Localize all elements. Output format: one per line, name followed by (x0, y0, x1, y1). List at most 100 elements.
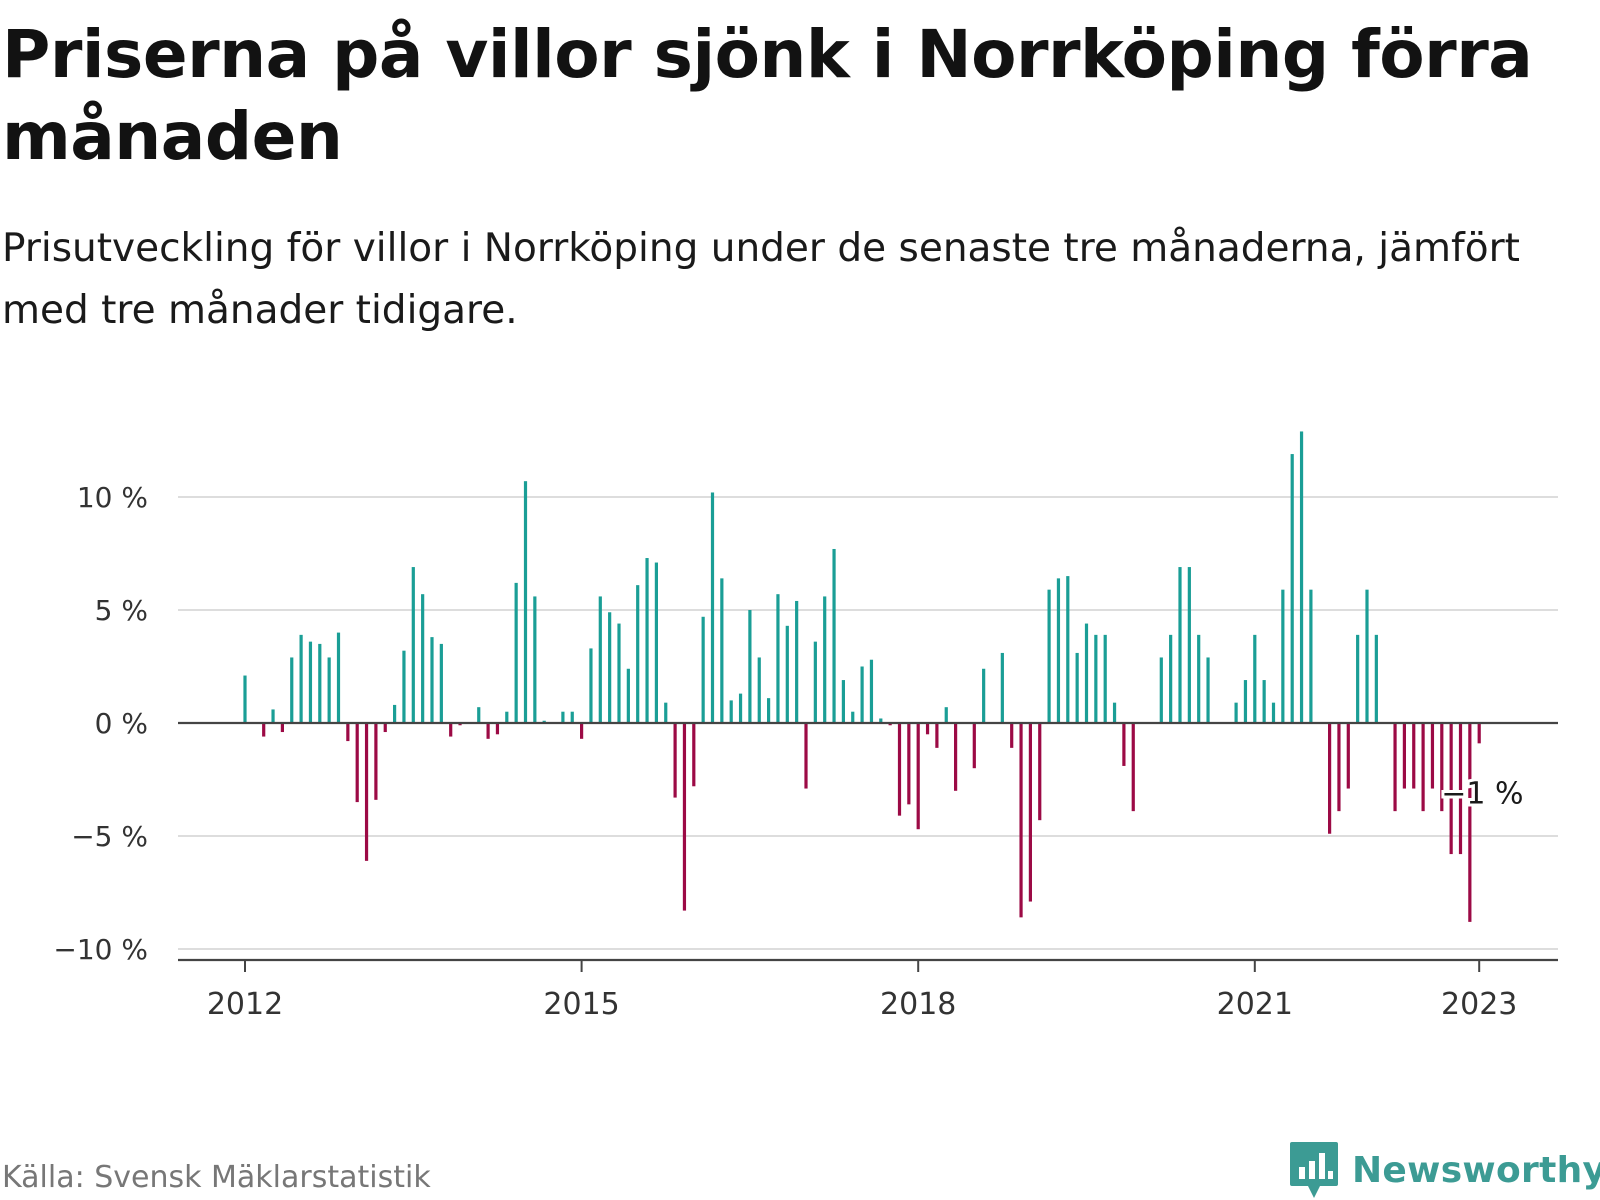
bar (776, 594, 780, 723)
bar (1047, 589, 1051, 723)
x-tick-label: 2021 (1217, 987, 1293, 1022)
annotation: −1 % (1438, 773, 1526, 814)
bar (1112, 702, 1117, 723)
bar (841, 680, 845, 723)
bar (860, 666, 864, 723)
brand-logo[interactable]: Newsworthy (1288, 1140, 1600, 1200)
bar (682, 723, 687, 911)
chart-title: Priserna på villor sjönk i Norrköping fö… (2, 16, 1533, 175)
bar (1337, 723, 1341, 812)
bar (869, 659, 874, 723)
bar (271, 709, 275, 723)
bar (1271, 702, 1276, 723)
bar (944, 707, 948, 723)
bar (935, 723, 939, 748)
brand-name: Newsworthy (1352, 1149, 1600, 1191)
bar (383, 723, 387, 733)
bar (1084, 623, 1089, 723)
bar (355, 723, 359, 803)
bar (1477, 723, 1481, 744)
bar (1440, 723, 1444, 812)
bar (514, 582, 518, 723)
bar (729, 700, 733, 723)
bar (972, 723, 976, 769)
bar (916, 723, 920, 830)
bar (505, 711, 509, 723)
bar (1000, 652, 1004, 723)
bar-chart: 10 % 5 % 0 % −5 % −10 % 2012 2015 2018 2021 2023… (53, 431, 1558, 1022)
y-tick-label: 10 % (77, 481, 148, 514)
bar (430, 637, 434, 723)
bar (617, 623, 621, 723)
bar (523, 481, 528, 723)
bar (1178, 567, 1182, 723)
bar (318, 643, 322, 723)
bar (280, 723, 284, 733)
bar (664, 702, 668, 723)
bar (1094, 634, 1098, 723)
bar (1169, 634, 1173, 723)
chart-subtitle: Prisutveckling för villor i Norrköping u… (2, 226, 1520, 333)
bar (598, 596, 602, 723)
bar (1468, 723, 1472, 922)
bars (243, 431, 1481, 922)
bar (561, 711, 565, 723)
bar (1449, 723, 1453, 855)
bar (402, 650, 406, 723)
bar (589, 648, 593, 723)
bar (290, 657, 294, 723)
bar (1122, 723, 1126, 766)
bar (346, 723, 350, 742)
bar (823, 596, 827, 723)
bar (907, 723, 911, 805)
bar (1234, 702, 1238, 723)
bar (327, 657, 331, 723)
x-tick-label: 2018 (880, 987, 956, 1022)
bar (1206, 657, 1210, 723)
y-axis-ticks: 10 % 5 % 0 % −5 % −10 % (53, 481, 148, 966)
bar (421, 594, 425, 723)
bar (1393, 723, 1397, 812)
bar (879, 718, 883, 723)
bar (580, 723, 584, 739)
bar (1197, 634, 1201, 723)
bar (804, 723, 808, 789)
bar (364, 723, 369, 861)
bar (299, 634, 303, 723)
bar (1309, 589, 1313, 723)
bar (1131, 723, 1135, 812)
bar (486, 723, 490, 739)
bar (449, 723, 453, 737)
bar (888, 723, 892, 726)
bar (813, 641, 817, 723)
bar (458, 723, 462, 726)
bar (608, 612, 612, 723)
bar (785, 625, 789, 723)
y-tick-label: 0 % (95, 707, 148, 740)
bar (636, 585, 640, 723)
bar (308, 641, 313, 723)
bar (1365, 589, 1369, 723)
bar (1010, 723, 1014, 748)
bar (1421, 723, 1425, 812)
y-tick-label: 5 % (95, 594, 148, 627)
bar (495, 723, 500, 735)
bar (1458, 723, 1463, 855)
bar (1038, 723, 1042, 821)
bar (645, 558, 649, 723)
bar (626, 668, 630, 723)
bar (654, 562, 658, 723)
bar (1103, 634, 1107, 723)
last-value-annotation: −1 % (1441, 776, 1523, 811)
bar (767, 698, 771, 723)
bar (1019, 723, 1023, 918)
source-note: Källa: Svensk Mäklarstatistik (2, 1160, 431, 1195)
bar (393, 704, 397, 723)
bar (1346, 723, 1350, 789)
bar (1430, 723, 1435, 789)
bar (701, 616, 705, 723)
x-tick-label: 2023 (1441, 987, 1517, 1022)
bar (1243, 680, 1248, 723)
gridlines (178, 496, 1558, 950)
bar (262, 723, 266, 737)
